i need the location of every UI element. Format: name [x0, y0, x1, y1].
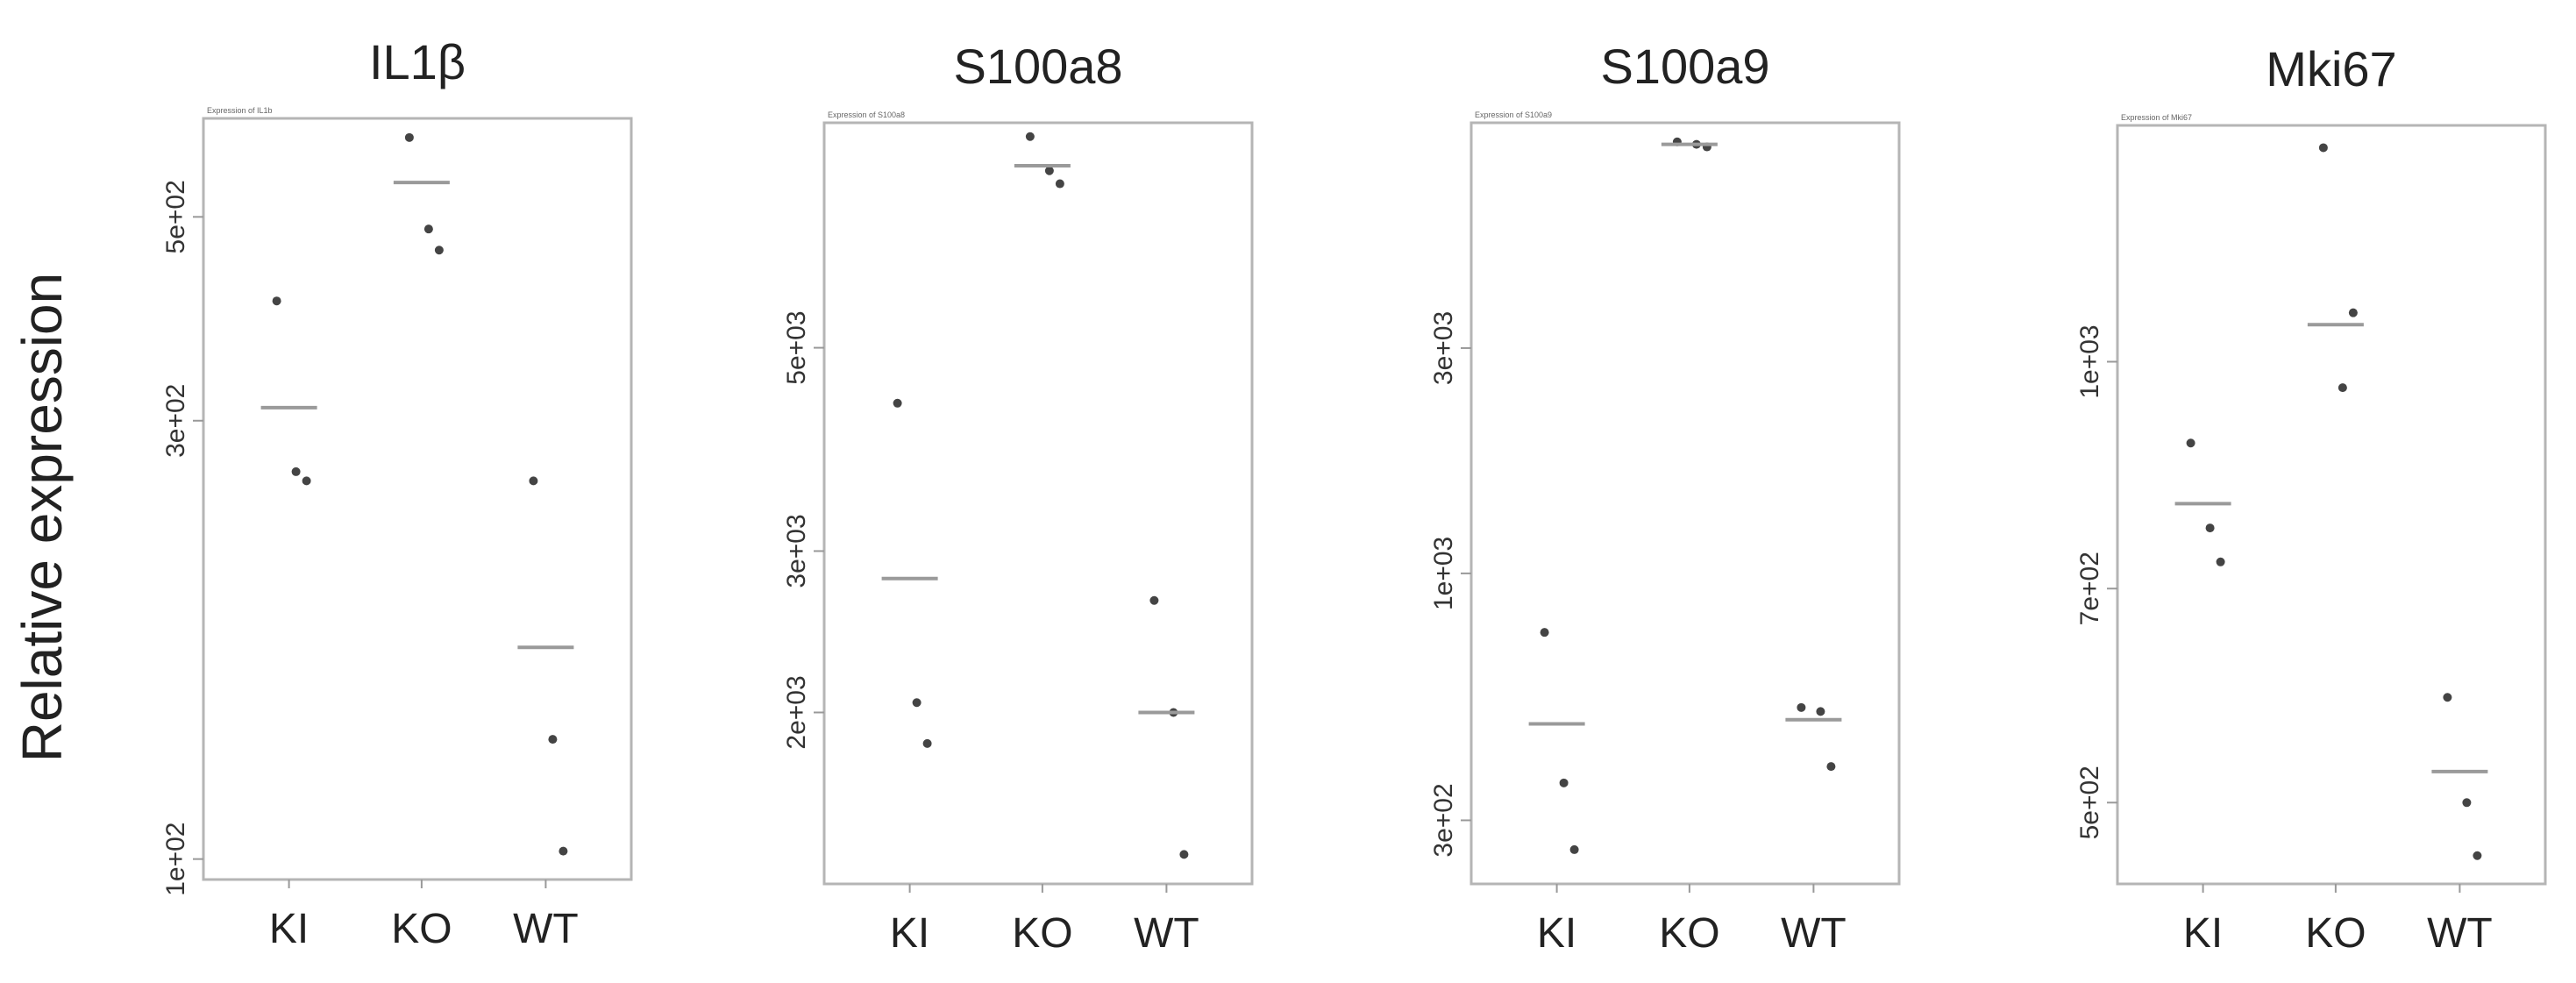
data-point: [423, 224, 433, 234]
data-point: [922, 738, 932, 748]
data-point: [1569, 844, 1579, 854]
y-tick-label: 2e+03: [782, 675, 811, 749]
x-tick-label: WT: [1134, 910, 1199, 957]
plot-frame: [1469, 121, 1901, 886]
x-tick-label: KI: [1537, 910, 1576, 957]
y-tick-label: 5e+02: [2075, 766, 2104, 839]
plot-frame: [2116, 124, 2547, 886]
chart-title: S100a9: [1600, 39, 1769, 94]
data-point: [291, 467, 301, 476]
chart-subtitle: Expression of IL1b: [207, 106, 273, 115]
data-point: [2186, 438, 2195, 448]
data-point: [302, 476, 311, 486]
data-point: [559, 846, 568, 856]
data-point: [2348, 308, 2358, 317]
data-point: [1816, 707, 1825, 716]
chart-subtitle: Expression of Mki67: [2121, 113, 2192, 122]
data-point: [2473, 851, 2482, 860]
x-tick-label: KO: [2305, 910, 2366, 957]
x-tick-label: KI: [890, 910, 929, 957]
data-point: [1055, 179, 1064, 189]
data-point: [2205, 524, 2215, 533]
data-point: [404, 132, 414, 142]
plot-frame: [202, 117, 633, 881]
data-point: [893, 398, 902, 408]
chart-title: IL1β: [369, 34, 466, 89]
data-point: [2216, 557, 2225, 566]
chart-panel-2: S100a8 Expression of S100a8 2e+03 3e+03 5e+0…: [782, 39, 1254, 957]
data-point: [272, 296, 281, 306]
y-tick-label: 5e+03: [782, 310, 811, 384]
x-tick-label: KO: [1012, 910, 1072, 957]
data-point: [1025, 132, 1035, 141]
chart-panel-4: Mki67 Expression of Mki67 5e+02 7e+02 1e+03 K…: [2075, 41, 2547, 957]
data-point: [1559, 778, 1569, 787]
y-tick-label: 3e+02: [1429, 783, 1458, 857]
y-tick-label: 1e+03: [1429, 537, 1458, 610]
y-tick-label: 1e+03: [2075, 324, 2104, 398]
x-tick-label: KI: [269, 906, 309, 952]
data-point: [434, 246, 444, 255]
y-tick-label: 1e+02: [161, 823, 190, 896]
data-point: [529, 476, 538, 486]
x-tick-label: WT: [513, 906, 579, 952]
y-tick-label: 5e+02: [161, 180, 190, 253]
chart-title: Mki67: [2266, 41, 2396, 96]
x-tick-label: WT: [1781, 910, 1847, 957]
data-point: [2338, 383, 2347, 393]
x-tick-label: KO: [391, 906, 452, 952]
y-tick-label: 3e+03: [782, 514, 811, 588]
data-point: [2318, 143, 2328, 153]
x-tick-label: KI: [2183, 910, 2223, 957]
data-point: [1540, 628, 1549, 638]
plot-frame: [822, 121, 1254, 886]
chart-subtitle: Expression of S100a9: [1475, 110, 1552, 119]
data-point: [1149, 595, 1159, 605]
chart-panels: IL1β Expression of IL1b 1e+02 3e+02 5e+02 KI K…: [161, 34, 2547, 957]
data-point: [1179, 850, 1189, 859]
y-tick-label: 7e+02: [2075, 552, 2104, 625]
data-point: [2443, 693, 2452, 702]
data-point: [1797, 702, 1806, 712]
chart-panel-1: IL1β Expression of IL1b 1e+02 3e+02 5e+02 KI K…: [161, 34, 633, 952]
x-tick-label: KO: [1659, 910, 1719, 957]
y-tick-label: 3e+03: [1429, 311, 1458, 385]
chart-subtitle: Expression of S100a8: [828, 110, 905, 119]
y-tick-label: 3e+02: [161, 384, 190, 458]
chart-panel-3: S100a9 Expression of S100a9 3e+02 1e+03 3e+0…: [1429, 39, 1901, 957]
data-point: [2462, 798, 2472, 808]
y-axis-label: Relative expression: [11, 273, 74, 763]
x-tick-label: WT: [2427, 910, 2493, 957]
data-point: [1826, 762, 1836, 772]
chart-title: S100a8: [953, 39, 1122, 94]
data-point: [548, 735, 558, 744]
data-point: [912, 698, 922, 708]
data-point: [1044, 166, 1054, 175]
